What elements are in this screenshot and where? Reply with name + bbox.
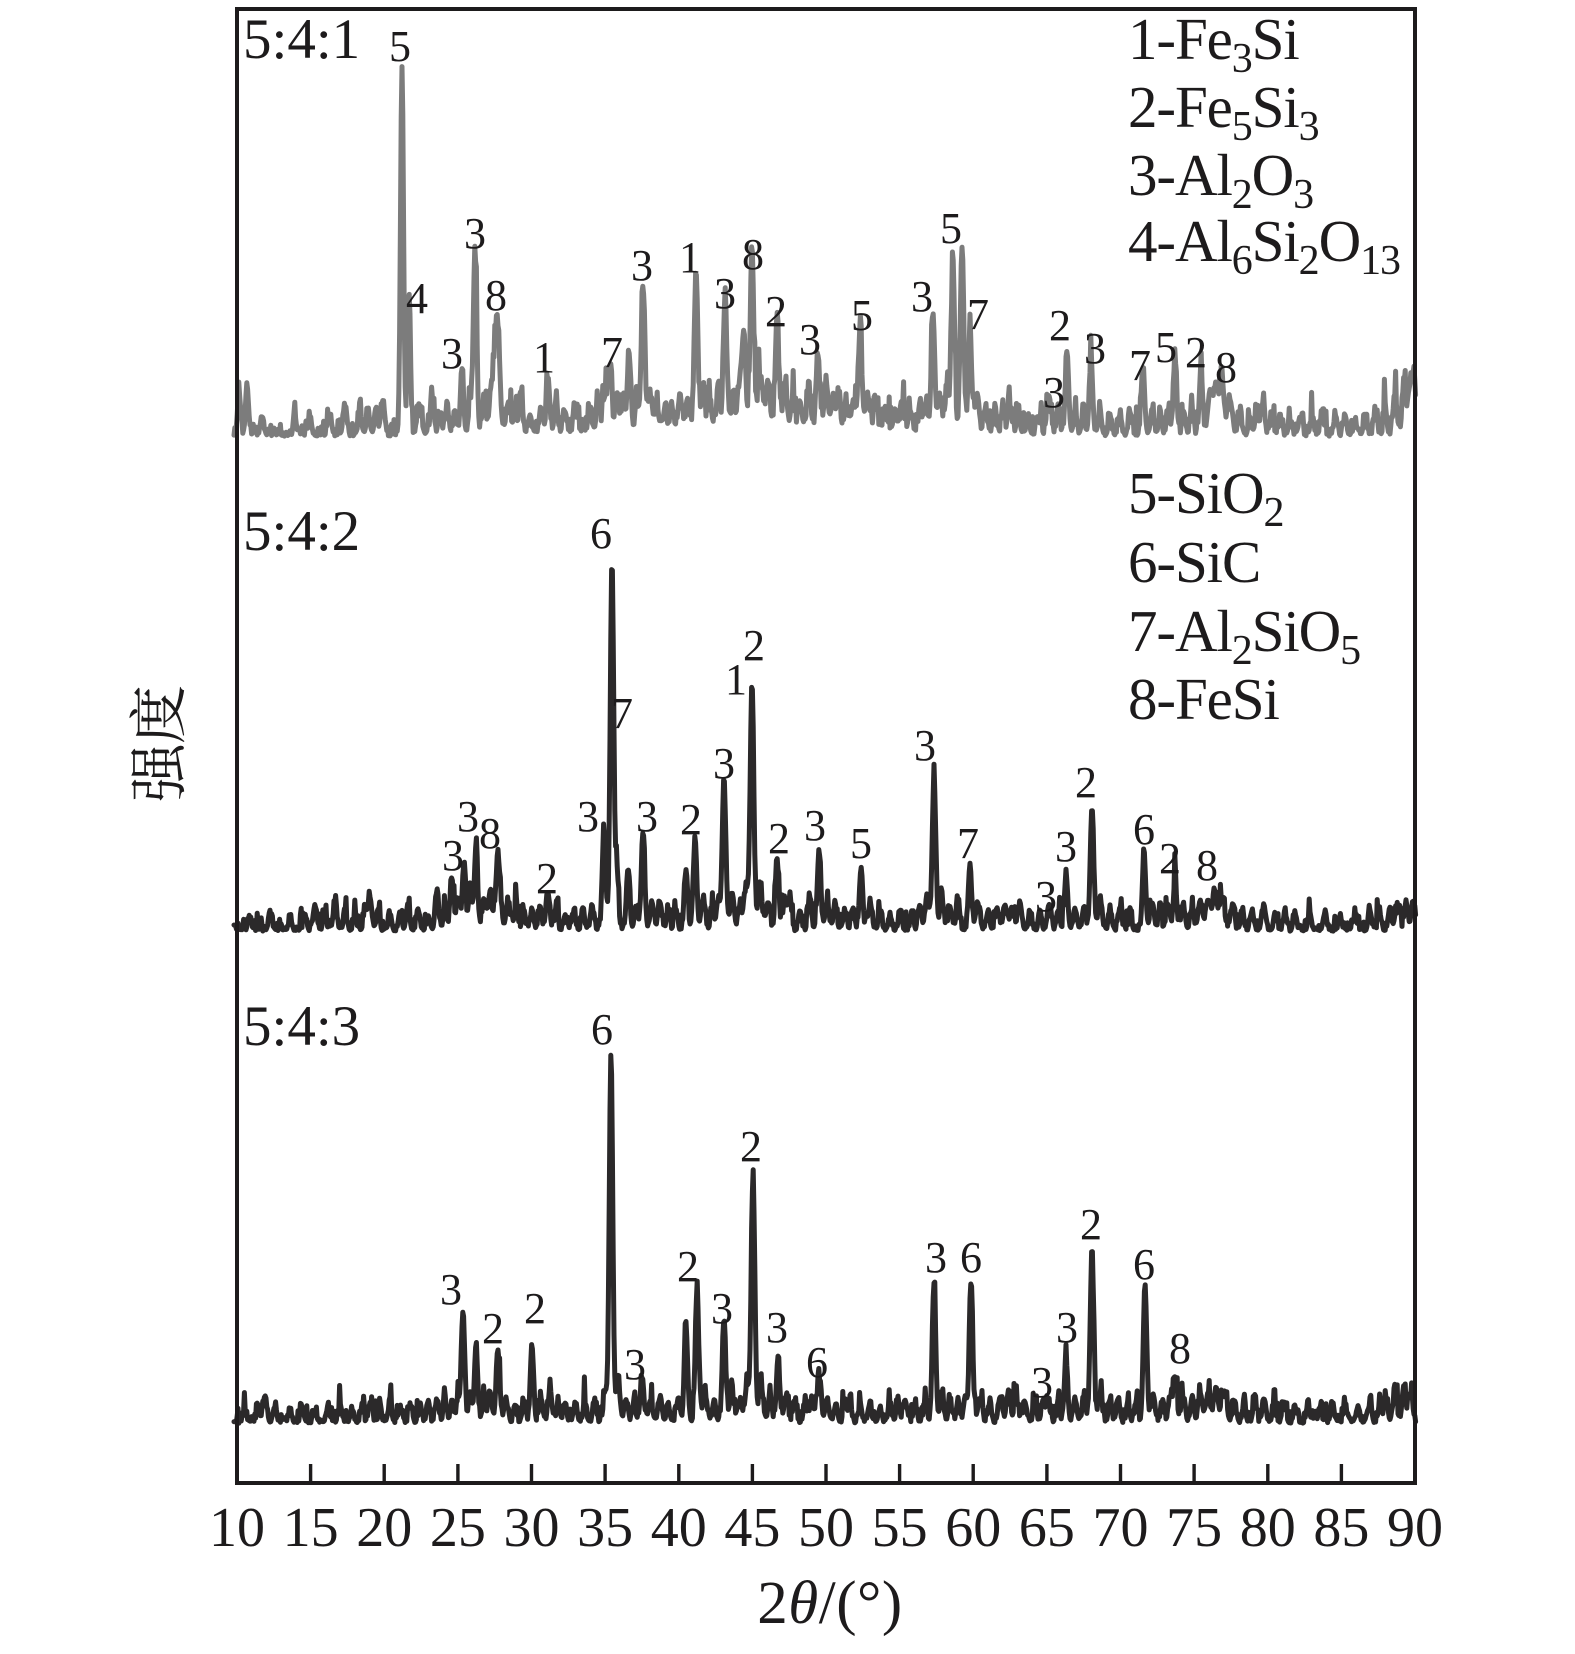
svg-text:3: 3 xyxy=(911,272,933,321)
svg-text:6: 6 xyxy=(590,509,612,558)
svg-text:5: 5 xyxy=(389,22,411,71)
svg-text:20: 20 xyxy=(356,1497,412,1559)
svg-text:3: 3 xyxy=(457,792,479,841)
svg-text:4-Al6Si2O13: 4-Al6Si2O13 xyxy=(1128,208,1400,284)
svg-text:6: 6 xyxy=(806,1338,828,1387)
svg-text:6: 6 xyxy=(591,1005,613,1054)
svg-text:6: 6 xyxy=(1133,805,1155,854)
svg-text:45: 45 xyxy=(724,1497,780,1559)
svg-text:80: 80 xyxy=(1240,1497,1296,1559)
svg-text:7: 7 xyxy=(611,689,633,738)
svg-text:4: 4 xyxy=(406,274,428,323)
svg-text:8: 8 xyxy=(1196,841,1218,890)
svg-text:8: 8 xyxy=(742,230,764,279)
svg-text:2: 2 xyxy=(536,854,558,903)
svg-text:5: 5 xyxy=(940,204,962,253)
svg-text:90: 90 xyxy=(1387,1497,1443,1559)
svg-text:2: 2 xyxy=(740,1122,762,1171)
svg-text:8: 8 xyxy=(1215,343,1237,392)
svg-text:3: 3 xyxy=(799,315,821,364)
svg-text:5: 5 xyxy=(851,291,873,340)
svg-text:75: 75 xyxy=(1166,1497,1222,1559)
svg-text:2: 2 xyxy=(680,795,702,844)
svg-text:6-SiC: 6-SiC xyxy=(1128,529,1260,595)
svg-text:50: 50 xyxy=(798,1497,854,1559)
svg-text:3: 3 xyxy=(441,329,463,378)
svg-text:3: 3 xyxy=(1084,324,1106,373)
svg-text:3: 3 xyxy=(711,1284,733,1333)
svg-text:1-Fe3Si: 1-Fe3Si xyxy=(1128,6,1299,82)
svg-text:3: 3 xyxy=(1031,1358,1053,1407)
svg-text:30: 30 xyxy=(504,1497,560,1559)
svg-text:2: 2 xyxy=(1185,328,1207,377)
svg-text:8: 8 xyxy=(1169,1324,1191,1373)
svg-text:1: 1 xyxy=(679,233,701,282)
svg-text:6: 6 xyxy=(960,1233,982,1282)
svg-text:5: 5 xyxy=(1155,323,1177,372)
svg-text:3: 3 xyxy=(631,241,653,290)
svg-text:5:4:1: 5:4:1 xyxy=(243,8,360,71)
svg-text:6: 6 xyxy=(1133,1240,1155,1289)
svg-text:70: 70 xyxy=(1093,1497,1149,1559)
svg-text:3: 3 xyxy=(1043,368,1065,417)
svg-text:3: 3 xyxy=(925,1233,947,1282)
svg-text:55: 55 xyxy=(872,1497,928,1559)
svg-text:3: 3 xyxy=(577,792,599,841)
svg-text:3: 3 xyxy=(440,1265,462,1314)
svg-text:3: 3 xyxy=(636,792,658,841)
svg-text:8: 8 xyxy=(479,809,501,858)
svg-text:40: 40 xyxy=(651,1497,707,1559)
svg-text:7: 7 xyxy=(601,328,623,377)
svg-text:10: 10 xyxy=(209,1497,265,1559)
svg-text:3: 3 xyxy=(766,1303,788,1352)
svg-text:2: 2 xyxy=(677,1242,699,1291)
svg-text:65: 65 xyxy=(1019,1497,1075,1559)
svg-text:2θ/(°): 2θ/(°) xyxy=(757,1570,902,1637)
svg-text:7: 7 xyxy=(957,819,979,868)
svg-text:3: 3 xyxy=(442,831,464,880)
svg-text:3: 3 xyxy=(713,739,735,788)
svg-text:2: 2 xyxy=(1075,758,1097,807)
svg-text:3: 3 xyxy=(624,1340,646,1389)
svg-text:25: 25 xyxy=(430,1497,486,1559)
svg-text:60: 60 xyxy=(945,1497,1001,1559)
svg-text:2: 2 xyxy=(482,1304,504,1353)
svg-text:1: 1 xyxy=(725,655,747,704)
svg-text:3: 3 xyxy=(714,269,736,318)
svg-text:3-Al2O3: 3-Al2O3 xyxy=(1128,142,1313,218)
svg-text:8: 8 xyxy=(485,271,507,320)
svg-text:2: 2 xyxy=(1049,301,1071,350)
svg-text:3: 3 xyxy=(464,209,486,258)
svg-text:2: 2 xyxy=(1159,834,1181,883)
svg-text:5:4:2: 5:4:2 xyxy=(243,500,360,563)
svg-text:3: 3 xyxy=(804,801,826,850)
svg-text:85: 85 xyxy=(1313,1497,1369,1559)
svg-text:3: 3 xyxy=(1035,872,1057,921)
svg-text:2: 2 xyxy=(1080,1200,1102,1249)
svg-text:7: 7 xyxy=(967,290,989,339)
svg-text:7: 7 xyxy=(1129,341,1151,390)
svg-text:2: 2 xyxy=(743,621,765,670)
svg-text:1: 1 xyxy=(533,333,555,382)
svg-text:2-Fe5Si3: 2-Fe5Si3 xyxy=(1128,74,1319,150)
svg-text:35: 35 xyxy=(577,1497,633,1559)
svg-text:2: 2 xyxy=(765,287,787,336)
svg-text:5-SiO2: 5-SiO2 xyxy=(1128,460,1283,536)
svg-text:15: 15 xyxy=(283,1497,339,1559)
svg-text:2: 2 xyxy=(524,1284,546,1333)
svg-text:3: 3 xyxy=(1055,822,1077,871)
svg-text:2: 2 xyxy=(768,814,790,863)
svg-text:5: 5 xyxy=(850,819,872,868)
svg-text:3: 3 xyxy=(914,721,936,770)
svg-text:8-FeSi: 8-FeSi xyxy=(1128,666,1279,732)
svg-text:5:4:3: 5:4:3 xyxy=(243,995,360,1058)
svg-text:3: 3 xyxy=(1056,1303,1078,1352)
